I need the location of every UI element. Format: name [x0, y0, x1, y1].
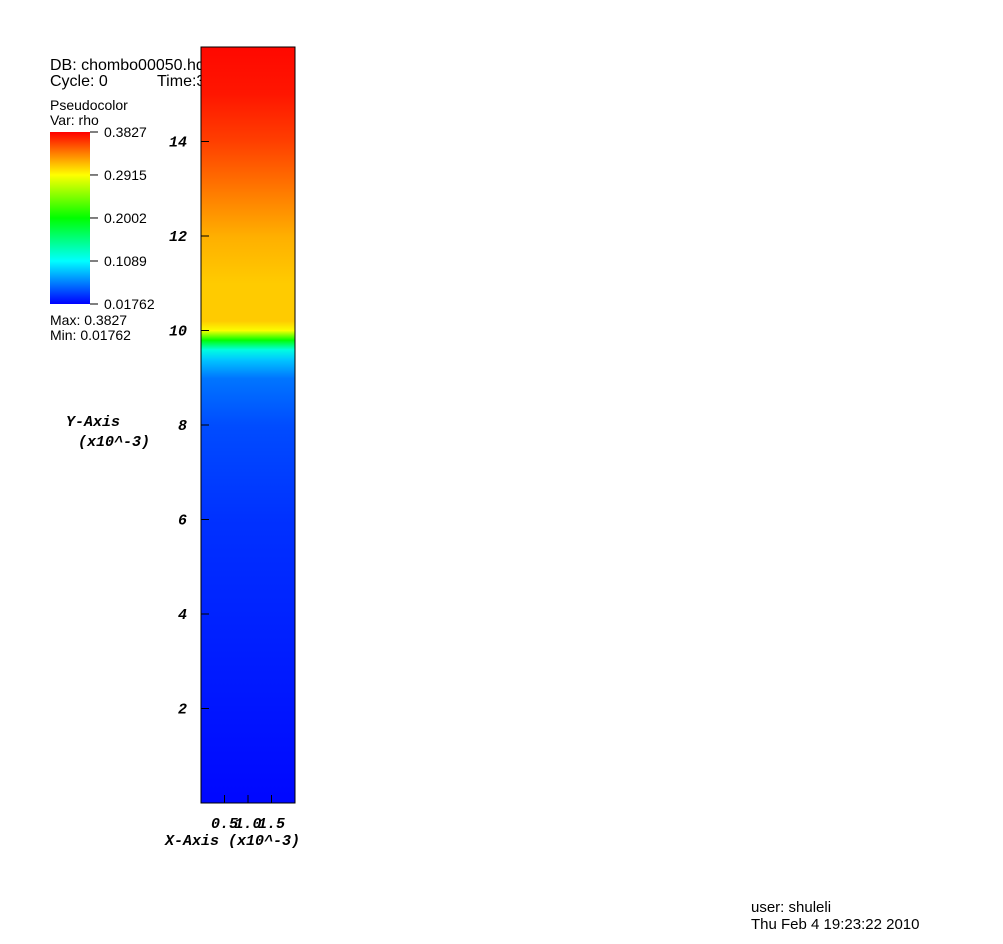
colorbar-tick-label: 0.01762 — [104, 296, 155, 312]
field-strip — [201, 94, 295, 142]
min-label: Min: 0.01762 — [50, 327, 131, 343]
x-tick-label: 1.0 — [234, 816, 261, 833]
db-label: DB: chombo00050.hdf — [50, 57, 210, 74]
field-strip — [201, 283, 295, 322]
field-strip — [201, 141, 295, 190]
y-tick-label: 14 — [169, 135, 187, 152]
field-strip — [201, 188, 295, 237]
field-strip — [201, 519, 295, 615]
y-tick-label: 10 — [169, 324, 187, 341]
variable: Var: rho — [50, 112, 99, 128]
colorbar-tick-label: 0.1089 — [104, 253, 147, 269]
x-axis-title: X-Axis (x10^-3) — [164, 833, 300, 850]
y-axis-title: Y-Axis — [66, 414, 120, 431]
y-tick-label: 4 — [178, 607, 187, 624]
field-strip — [201, 47, 295, 95]
y-tick-label: 2 — [178, 702, 187, 719]
colorbar-tick-label: 0.2002 — [104, 210, 147, 226]
field-strip — [201, 339, 295, 350]
field-strip — [201, 614, 295, 709]
field-strip — [201, 321, 295, 331]
plot-name: Pseudocolor — [50, 97, 128, 113]
y-axis-unit: (x10^-3) — [78, 434, 150, 451]
field-strip — [201, 236, 295, 284]
x-tick-label: 0.5 — [211, 816, 238, 833]
y-tick-label: 12 — [169, 229, 187, 246]
x-tick-label: 1.5 — [258, 816, 285, 833]
field-strip — [201, 377, 295, 426]
colorbar-tick-label: 0.2915 — [104, 167, 147, 183]
color-bar — [50, 132, 90, 304]
cycle-label: Cycle: 0 — [50, 73, 108, 90]
field-strip — [201, 358, 295, 379]
y-tick-label: 8 — [178, 418, 187, 435]
date-label: Thu Feb 4 19:23:22 2010 — [751, 916, 919, 933]
field-strip — [201, 349, 295, 360]
user-label: user: shuleli — [751, 899, 831, 916]
field-strip — [201, 708, 295, 804]
colorbar-tick-label: 0.3827 — [104, 124, 147, 140]
y-tick-label: 6 — [178, 513, 187, 530]
field-strip — [201, 425, 295, 520]
max-label: Max: 0.3827 — [50, 312, 127, 328]
field-strip — [201, 330, 295, 341]
